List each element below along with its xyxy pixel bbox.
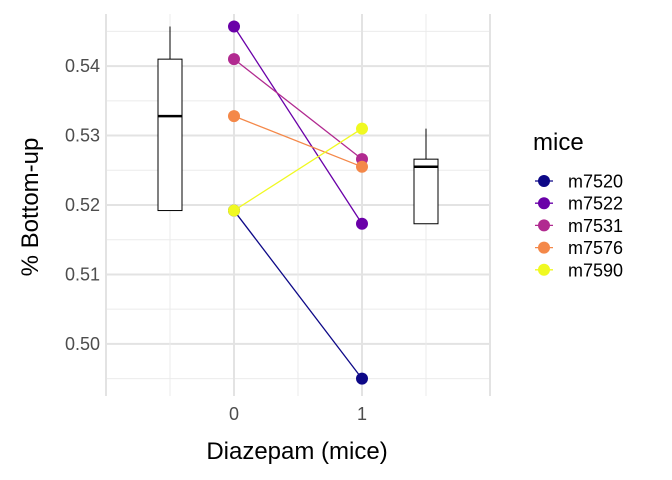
data-point-m7590 (356, 122, 368, 135)
legend-key-dot (538, 197, 550, 210)
series-line-m7576 (233, 115, 363, 168)
legend-item: m7531 (535, 216, 623, 236)
boxplots (157, 26, 439, 225)
legend-key-dot (538, 219, 550, 232)
data-point-m7576 (228, 110, 240, 123)
legend-key-dot (538, 263, 550, 276)
series-points (228, 20, 368, 385)
legend-item: m7520 (535, 172, 623, 192)
legend-label: m7520 (568, 172, 623, 192)
x-tick-label: 1 (357, 404, 367, 424)
y-tick-label: 0.51 (65, 264, 100, 284)
legend-label: m7531 (568, 216, 623, 236)
legend-title: mice (533, 129, 584, 156)
y-axis-title: % Bottom-up (17, 138, 44, 277)
y-tick-label: 0.53 (65, 126, 100, 146)
boxplot (413, 128, 439, 225)
series-line-m7522 (233, 26, 363, 225)
data-point-m7590 (228, 204, 240, 217)
data-point-m7522 (228, 20, 240, 33)
x-axis-title: Diazepam (mice) (206, 438, 387, 465)
series-lines (233, 26, 363, 380)
data-point-m7520 (356, 372, 368, 385)
data-point-m7576 (356, 160, 368, 173)
x-tick-label: 0 (229, 404, 239, 424)
boxplot (157, 26, 183, 212)
series-line-m7520 (233, 210, 363, 380)
data-point-m7522 (356, 217, 368, 230)
legend-key-dot (538, 241, 550, 254)
legend-item: m7590 (535, 260, 623, 280)
legend-label: m7576 (568, 238, 623, 258)
legend-item: m7522 (535, 194, 623, 214)
boxplot-box (157, 58, 183, 212)
data-point-m7531 (228, 53, 240, 66)
y-tick-labels: 0.50 0.51 0.52 0.53 0.54 (65, 56, 100, 354)
series-line-m7590 (233, 128, 363, 212)
legend-label: m7522 (568, 194, 623, 214)
y-tick-label: 0.52 (65, 195, 100, 215)
legend-item: m7576 (535, 238, 623, 258)
y-tick-label: 0.50 (65, 334, 100, 354)
legend-label: m7590 (568, 260, 623, 280)
y-tick-label: 0.54 (65, 56, 100, 76)
legend-key-dot (538, 175, 550, 187)
boxplot-box (413, 158, 439, 225)
